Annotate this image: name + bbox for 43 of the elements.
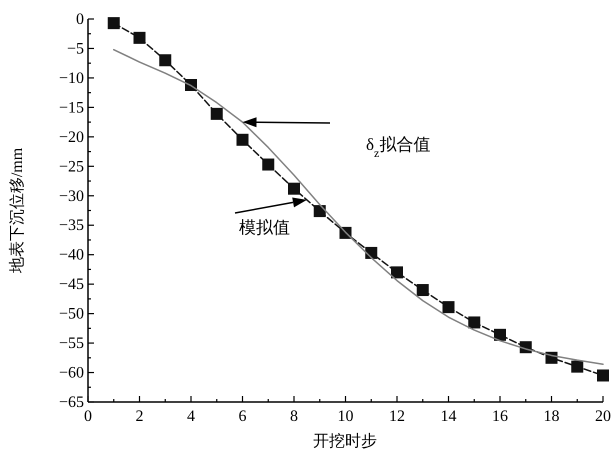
y-tick-label: −50 — [58, 306, 84, 323]
point — [571, 360, 584, 373]
x-axis-title: 开挖时步 — [313, 432, 377, 450]
y-tick-label: −40 — [58, 246, 84, 264]
x-tick-label: 12 — [389, 408, 405, 425]
point — [236, 134, 248, 146]
x-tick-label: 10 — [338, 408, 354, 425]
annotation: δ$_{z}$拟合值 — [366, 135, 430, 160]
y-tick-label: −35 — [58, 217, 84, 234]
y-tick-label: −25 — [58, 158, 84, 176]
x-tick-label: 4 — [187, 408, 195, 425]
x-tick-label: 6 — [238, 408, 246, 425]
point — [442, 301, 454, 314]
x-tick-label: 14 — [440, 408, 456, 425]
x-tick-label: 16 — [492, 408, 508, 425]
point — [494, 328, 506, 341]
y-tick-label: −55 — [58, 335, 84, 352]
y-tick-label: −45 — [58, 276, 84, 294]
annotation: 模拟值 — [239, 218, 290, 237]
x-tick-label: 20 — [595, 408, 611, 425]
point — [210, 108, 223, 120]
point — [468, 316, 480, 328]
y-tick-label: −30 — [58, 188, 84, 205]
point — [416, 284, 429, 296]
point — [314, 205, 326, 218]
point — [391, 266, 403, 278]
point — [262, 158, 274, 171]
y-tick-label: −60 — [58, 364, 84, 382]
y-tick-label: −65 — [58, 394, 84, 411]
x-tick-label: 2 — [136, 408, 144, 425]
point — [288, 182, 300, 195]
x-tick-label: 8 — [290, 408, 298, 425]
y-tick-label: 0 — [76, 11, 84, 28]
y-tick-label: −20 — [58, 128, 84, 146]
y-tick-label: −10 — [58, 70, 84, 87]
x-tick-label: 18 — [544, 408, 560, 425]
point — [159, 54, 172, 66]
point — [108, 17, 120, 30]
point — [134, 32, 146, 44]
point — [597, 369, 609, 382]
y-axis-title: 地表下沉位移/mm — [8, 147, 26, 274]
y-tick-label: −15 — [58, 99, 84, 116]
y-tick-label: −5 — [66, 40, 84, 58]
